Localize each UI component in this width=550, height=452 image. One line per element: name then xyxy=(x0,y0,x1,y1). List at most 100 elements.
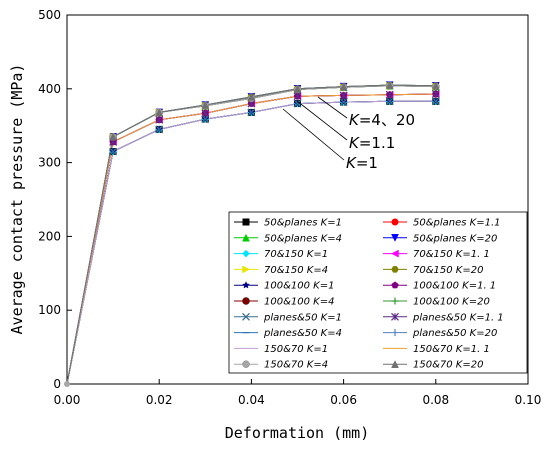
legend-item: 100&100 K=4 xyxy=(234,297,334,308)
legend-swatch-marker xyxy=(242,281,250,289)
legend-item: 150&70 K=1 xyxy=(234,344,328,355)
annotation-rest: =1.1 xyxy=(359,134,395,152)
data-point xyxy=(385,81,394,89)
legend-item: planes&50 K=1 xyxy=(234,312,342,323)
legend-item: 150&70 K=4 xyxy=(234,360,328,371)
data-point xyxy=(293,99,302,108)
legend-label: 70&150 K=1 xyxy=(264,249,328,260)
origin-point xyxy=(64,381,70,387)
legend-label: 150&70 K=4 xyxy=(264,360,328,371)
x-tick-label: 0.04 xyxy=(238,393,265,407)
x-axis-title: Deformation (mm) xyxy=(225,424,370,442)
data-point xyxy=(109,132,118,141)
legend-item: 100&100 K=1. 1 xyxy=(383,281,496,292)
legend-swatch-marker xyxy=(390,249,399,258)
legend-label: 50&planes K=20 xyxy=(413,233,497,244)
y-axis: 0 100 200 300 400 500 xyxy=(38,8,72,391)
legend-item: 70&150 K=20 xyxy=(383,265,483,276)
y-tick-label: 400 xyxy=(38,82,61,96)
legend-item: 50&planes K=20 xyxy=(383,233,497,244)
legend-label: 150&70 K=1. 1 xyxy=(413,344,490,355)
y-tick-label: 500 xyxy=(38,8,61,22)
legend-label: 100&100 K=1 xyxy=(264,281,334,292)
legend-swatch-marker xyxy=(391,360,399,368)
legend-label: 150&70 K=1 xyxy=(264,344,328,355)
legend-swatch-marker xyxy=(242,218,250,226)
data-point xyxy=(339,91,348,100)
legend-item: 100&100 K=20 xyxy=(383,297,490,308)
plot-frame xyxy=(66,14,529,385)
legend-swatch-marker xyxy=(242,265,251,274)
legend-label: 100&100 K=4 xyxy=(264,297,334,308)
legend: 50&planes K=1 50&planes K=1.1 50&planes K=… xyxy=(228,211,528,374)
legend-label: 100&100 K=20 xyxy=(413,297,490,308)
x-tick-label: 0.08 xyxy=(422,393,449,407)
legend-label: 70&150 K=4 xyxy=(264,265,328,276)
data-point xyxy=(431,97,440,106)
legend-item: 50&planes K=1 xyxy=(234,218,342,229)
data-point xyxy=(155,108,164,117)
legend-label: planes&50 K=1 xyxy=(263,312,342,323)
legend-label: planes&50 K=20 xyxy=(412,328,497,339)
data-point xyxy=(293,92,302,101)
data-point xyxy=(247,108,256,117)
annotation-leader xyxy=(296,100,348,141)
legend-item: 70&150 K=1 xyxy=(234,249,328,260)
y-tick-label: 200 xyxy=(38,229,61,243)
legend-box xyxy=(228,211,528,374)
data-point xyxy=(201,109,210,118)
series-markers xyxy=(64,81,440,387)
data-point xyxy=(155,115,164,124)
legend-item: 100&100 K=1 xyxy=(234,281,334,292)
data-point xyxy=(431,90,440,98)
legend-item: 50&planes K=4 xyxy=(234,233,342,244)
legend-swatch-marker xyxy=(242,233,250,242)
x-axis: 0.00 0.02 0.04 0.06 0.08 0.10 xyxy=(54,379,542,407)
legend-swatch-marker xyxy=(391,297,399,305)
annotation-italic: K xyxy=(349,134,360,152)
legend-item: 50&planes K=1.1 xyxy=(383,218,501,229)
legend-item: 150&70 K=1. 1 xyxy=(383,344,490,355)
legend-swatch-marker xyxy=(242,312,250,321)
legend-label: planes&50 K=1. 1 xyxy=(412,312,504,323)
legend-label: 50&planes K=1.1 xyxy=(413,218,501,229)
legend-item: planes&50 K=4 xyxy=(234,328,342,339)
annotation-leader xyxy=(282,108,345,161)
legend-label: 70&150 K=1. 1 xyxy=(413,249,490,260)
data-point xyxy=(339,98,348,107)
legend-swatch-marker xyxy=(391,218,399,226)
x-tick-label: 0.10 xyxy=(515,393,542,407)
legend-item: planes&50 K=1. 1 xyxy=(383,312,504,323)
y-axis-title: Average contact pressure (MPa) xyxy=(8,64,26,335)
legend-label: 150&70 K=20 xyxy=(413,360,483,371)
legend-item: planes&50 K=20 xyxy=(383,328,497,339)
data-point xyxy=(293,84,302,93)
annotation-italic: K xyxy=(346,154,357,172)
data-point xyxy=(385,90,394,99)
data-point xyxy=(385,97,394,106)
annotation-italic: K xyxy=(349,111,360,129)
data-point xyxy=(201,100,210,109)
x-tick-label: 0.00 xyxy=(54,393,81,407)
data-point xyxy=(109,147,118,156)
x-tick-label: 0.06 xyxy=(330,393,357,407)
data-point xyxy=(201,115,210,123)
data-point xyxy=(247,92,256,101)
legend-label: 50&planes K=1 xyxy=(264,218,342,229)
legend-label: 70&150 K=20 xyxy=(413,265,483,276)
legend-label: 50&planes K=4 xyxy=(264,233,342,244)
annotation-label: K=4、20 xyxy=(349,111,415,129)
legend-item: 70&150 K=1. 1 xyxy=(383,249,490,260)
legend-swatch-marker xyxy=(391,312,399,321)
legend-swatch-marker xyxy=(242,360,250,368)
y-tick-label: 300 xyxy=(38,156,61,170)
annotation-rest: =4、20 xyxy=(359,111,415,129)
annotations: K=4、20K=1.1K=1 xyxy=(282,96,415,172)
legend-swatch-marker xyxy=(242,297,250,305)
y-tick-label: 100 xyxy=(38,303,61,317)
legend-swatch-marker xyxy=(391,266,399,273)
legend-swatch-marker xyxy=(391,281,399,289)
legend-item: 70&150 K=4 xyxy=(234,265,328,276)
